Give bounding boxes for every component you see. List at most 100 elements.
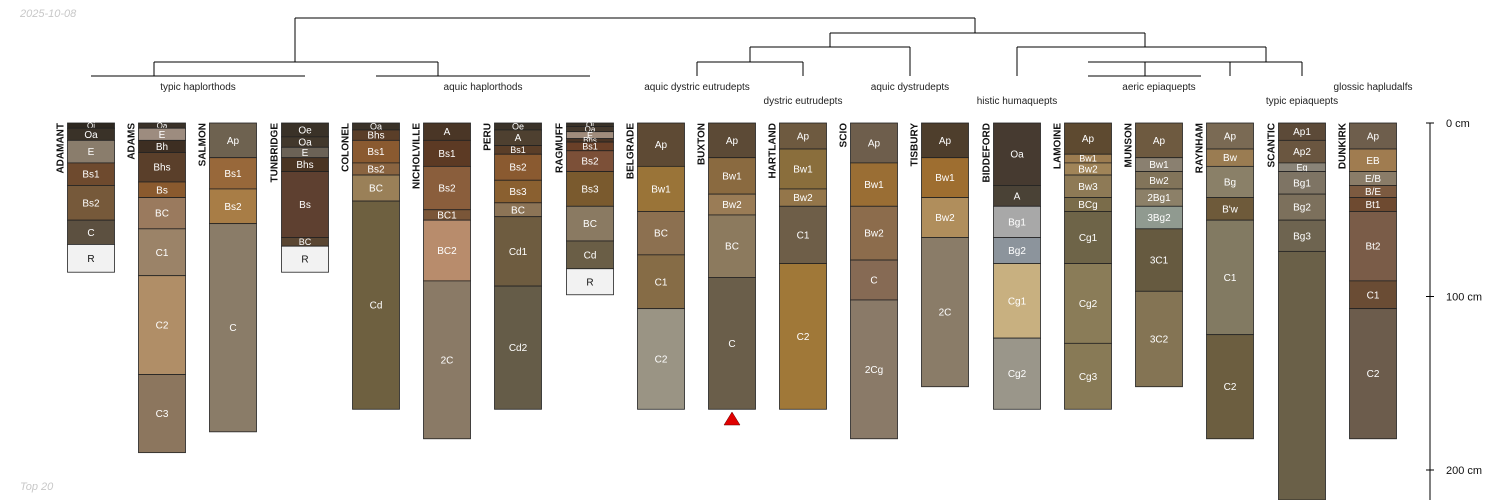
horizon-label: Oa [1010,150,1024,161]
horizon-label: Bhs [296,160,313,171]
profile-name: SCANTIC [1267,123,1278,167]
profile-name: TISBURY [910,123,921,167]
horizon-label: Bs2 [367,164,385,175]
horizon-label: Ap2 [1293,147,1311,158]
horizon-label: C [87,228,94,239]
date-label: 2025-10-08 [20,8,77,20]
horizon-label: Ap [1153,136,1166,147]
horizon-label: Bw3 [1078,182,1098,193]
group-label: aeric epiaquepts [1122,82,1195,93]
horizon [138,374,186,454]
horizon-label: Oe [298,125,312,136]
horizon-label: 3C2 [1150,335,1169,346]
horizon-label: Ap [868,138,881,149]
horizon [921,197,969,238]
horizon [138,197,186,230]
horizon [1206,122,1254,150]
horizon-label: BC1 [437,210,457,221]
horizon-label: C1 [797,230,810,241]
horizon [423,280,471,440]
horizon-label: Ap1 [1293,127,1311,138]
horizon-label: Oa [157,121,168,130]
horizon-label: BC [369,184,383,195]
horizon [1278,219,1326,252]
horizon-label: Bg3 [1293,231,1311,242]
horizon-label: C [728,339,735,350]
horizon-label: BC [155,209,169,220]
horizon [209,122,257,159]
horizon [637,308,685,410]
horizon-label: BC [583,219,597,230]
horizon-label: Bhs [153,163,170,174]
profile-name: RAGMUFF [555,123,566,173]
horizon-label: Oa [298,138,312,149]
horizon-label: Bw1 [722,171,742,182]
horizon-label: Bw1 [864,180,884,191]
horizon-label: BC [299,237,312,247]
horizon-label: C1 [1224,273,1237,284]
horizon-label: Bs2 [581,157,599,168]
profile-name: TUNBRIDGE [270,123,281,183]
horizon-label: Bs1 [82,170,100,181]
horizon [281,245,329,273]
horizon-label: Bw2 [935,213,955,224]
horizon-label: Oi [87,121,95,130]
horizon-label: EB [1366,156,1380,167]
horizon-label: Eg [1296,162,1307,172]
profile-name: BIDDEFORD [982,123,993,182]
horizon-label: Bt2 [1365,242,1380,253]
horizon-label: Ap [227,136,240,147]
horizon-label: C [870,276,877,287]
profile-name: BELGRADE [626,123,637,179]
horizon-label: Bg2 [1008,246,1026,257]
horizon-label: C2 [156,321,169,332]
horizon-label: Bh [156,142,168,153]
horizon [1278,193,1326,221]
horizon-label: Bg [1224,177,1236,188]
horizon-label: Oa [370,122,382,132]
horizon [779,205,827,264]
horizon [67,219,115,245]
horizon [921,237,969,388]
horizon [494,285,542,410]
horizon-label: Ap [1367,132,1380,143]
horizon-label: Bg1 [1008,217,1026,228]
horizon-label: BC [654,229,668,240]
horizon-label: Ap [726,136,739,147]
horizon [281,171,329,238]
group-label: aquic dystrudepts [871,82,949,93]
depth-tick-label: 100 cm [1446,292,1482,304]
horizon-label: Bw2 [1078,164,1098,175]
horizon-label: Bw1 [935,173,955,184]
depth-tick-label: 200 cm [1446,465,1482,477]
horizon [1135,122,1183,159]
horizon-label: C [229,323,236,334]
horizon [138,152,186,183]
footer-label: Top 20 [20,481,54,493]
horizon-label: Bs2 [224,202,242,213]
horizon-label: Bs2 [82,198,100,209]
horizon [708,214,756,278]
horizon-label: Bs2 [438,184,456,195]
horizon [1064,342,1112,410]
profile-name: HARTLAND [768,123,779,179]
horizon [637,211,685,256]
horizon-label: Bw2 [1149,176,1169,187]
horizon-label: Bw [1223,153,1238,164]
group-label: aquic dystric eutrudepts [644,82,750,93]
horizon-label: Bt1 [1365,200,1380,211]
horizon-label: Oe [512,122,524,132]
horizon-label: 2Cg [865,365,883,376]
horizon-label: 3Bg2 [1147,213,1171,224]
horizon-label: E [88,147,95,158]
horizon-label: E [302,148,309,159]
horizon [779,122,827,150]
horizon-label: BC [725,242,739,253]
horizon-label: C3 [156,409,169,420]
horizon [1064,122,1112,155]
horizon-label: C2 [797,332,810,343]
horizon-label: C1 [655,277,668,288]
horizon-label: 2C [939,308,952,319]
profile-name: LAMOINE [1053,123,1064,169]
